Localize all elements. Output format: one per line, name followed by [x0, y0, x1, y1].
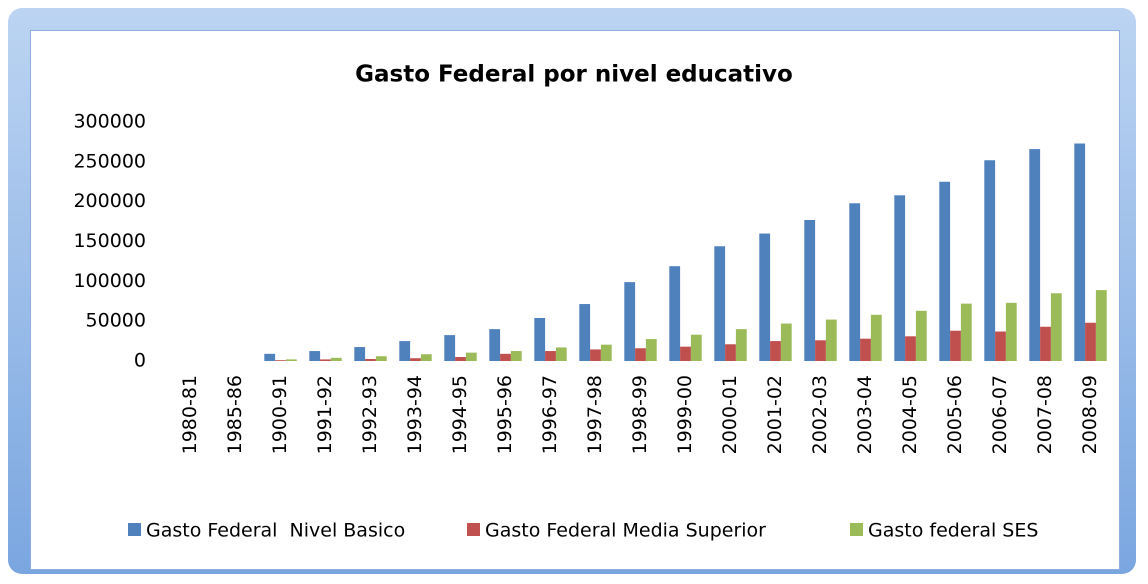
- bar: [894, 195, 906, 361]
- bar: [714, 246, 726, 361]
- bar: [804, 219, 816, 361]
- x-tick-label: 1994-95: [449, 375, 471, 454]
- bar: [870, 314, 882, 361]
- bar: [579, 304, 591, 361]
- x-tick-label: 1995-96: [494, 375, 516, 454]
- legend-label: Gasto federal SES: [868, 520, 1038, 542]
- bar: [590, 349, 601, 361]
- bar: [1085, 322, 1096, 361]
- bar: [849, 203, 861, 361]
- bar: [309, 351, 321, 361]
- bar: [624, 282, 636, 361]
- x-tick-label: 2007-08: [1034, 375, 1056, 454]
- bar: [534, 317, 546, 361]
- x-tick-label: 2001-02: [764, 375, 786, 454]
- x-tick-label: 1900-91: [269, 375, 291, 454]
- bar: [365, 359, 376, 361]
- bar: [725, 344, 736, 361]
- bar: [500, 353, 511, 361]
- bar: [960, 303, 972, 361]
- x-tick-label: 2000-01: [719, 375, 741, 454]
- bar: [680, 346, 691, 361]
- bar: [825, 319, 837, 361]
- x-tick-label: 2003-04: [854, 375, 876, 454]
- x-tick-label: 1992-93: [359, 375, 381, 454]
- bar: [984, 160, 996, 361]
- y-tick-label: 0: [134, 350, 146, 372]
- bar: [669, 266, 681, 361]
- bar: [375, 356, 387, 361]
- bar: [735, 329, 747, 361]
- x-tick-label: 2004-05: [899, 375, 921, 454]
- bar: [455, 357, 466, 361]
- card: [30, 30, 1120, 570]
- y-tick-label: 250000: [73, 150, 146, 172]
- x-tick-label: 2006-07: [989, 375, 1011, 454]
- y-tick-label: 50000: [86, 310, 146, 332]
- bar: [780, 323, 792, 361]
- x-tick-label: 1991-92: [314, 375, 336, 454]
- x-tick-label: 2005-06: [944, 375, 966, 454]
- bar: [510, 351, 522, 361]
- x-tick-label: 1996-97: [539, 375, 561, 454]
- bar: [770, 341, 781, 361]
- bar: [1040, 326, 1051, 361]
- bar: [995, 331, 1006, 361]
- x-tick-label: 2002-03: [809, 375, 831, 454]
- bar: [860, 338, 871, 361]
- bar: [905, 336, 916, 361]
- x-tick-label: 1993-94: [404, 375, 426, 454]
- legend-swatch: [850, 523, 863, 536]
- bar: [1005, 302, 1017, 361]
- bar: [264, 353, 276, 361]
- bar: [444, 335, 456, 361]
- bar: [759, 233, 771, 361]
- legend-label: Gasto Federal Media Superior: [485, 520, 766, 542]
- chart-title: Gasto Federal por nivel educativo: [355, 62, 793, 88]
- bar: [275, 360, 286, 361]
- bar: [399, 341, 411, 361]
- y-tick-label: 100000: [73, 270, 146, 292]
- bar: [285, 359, 297, 361]
- y-tick-label: 150000: [73, 230, 146, 252]
- x-tick-label: 1985-86: [224, 375, 246, 454]
- x-tick-label: 1997-98: [584, 375, 606, 454]
- bar: [465, 352, 477, 361]
- bar: [1095, 290, 1107, 361]
- bar: [1050, 293, 1062, 361]
- bar: [354, 347, 366, 361]
- bar: [939, 181, 951, 361]
- bar: [1074, 143, 1086, 361]
- y-tick-label: 200000: [73, 190, 146, 212]
- x-tick-label: 1999-00: [674, 375, 696, 454]
- legend-swatch: [128, 523, 141, 536]
- bar: [635, 348, 646, 361]
- bar: [915, 310, 927, 361]
- bar: [950, 330, 961, 361]
- bar: [815, 340, 826, 361]
- bar: [1029, 149, 1041, 361]
- bar: [555, 347, 567, 361]
- bar: [489, 329, 501, 361]
- y-tick-label: 300000: [73, 111, 146, 133]
- bar: [420, 354, 432, 361]
- bar: [320, 359, 331, 361]
- bar: [330, 357, 342, 361]
- legend-label: Gasto Federal Nivel Basico: [146, 520, 405, 542]
- x-tick-label: 1980-81: [179, 375, 201, 454]
- bar: [645, 339, 657, 361]
- x-tick-label: 1998-99: [629, 375, 651, 454]
- bar: [545, 351, 556, 361]
- legend-swatch: [467, 523, 480, 536]
- bar: [690, 334, 702, 361]
- bar: [410, 358, 421, 361]
- x-tick-label: 2008-09: [1079, 375, 1101, 454]
- bar: [600, 344, 612, 361]
